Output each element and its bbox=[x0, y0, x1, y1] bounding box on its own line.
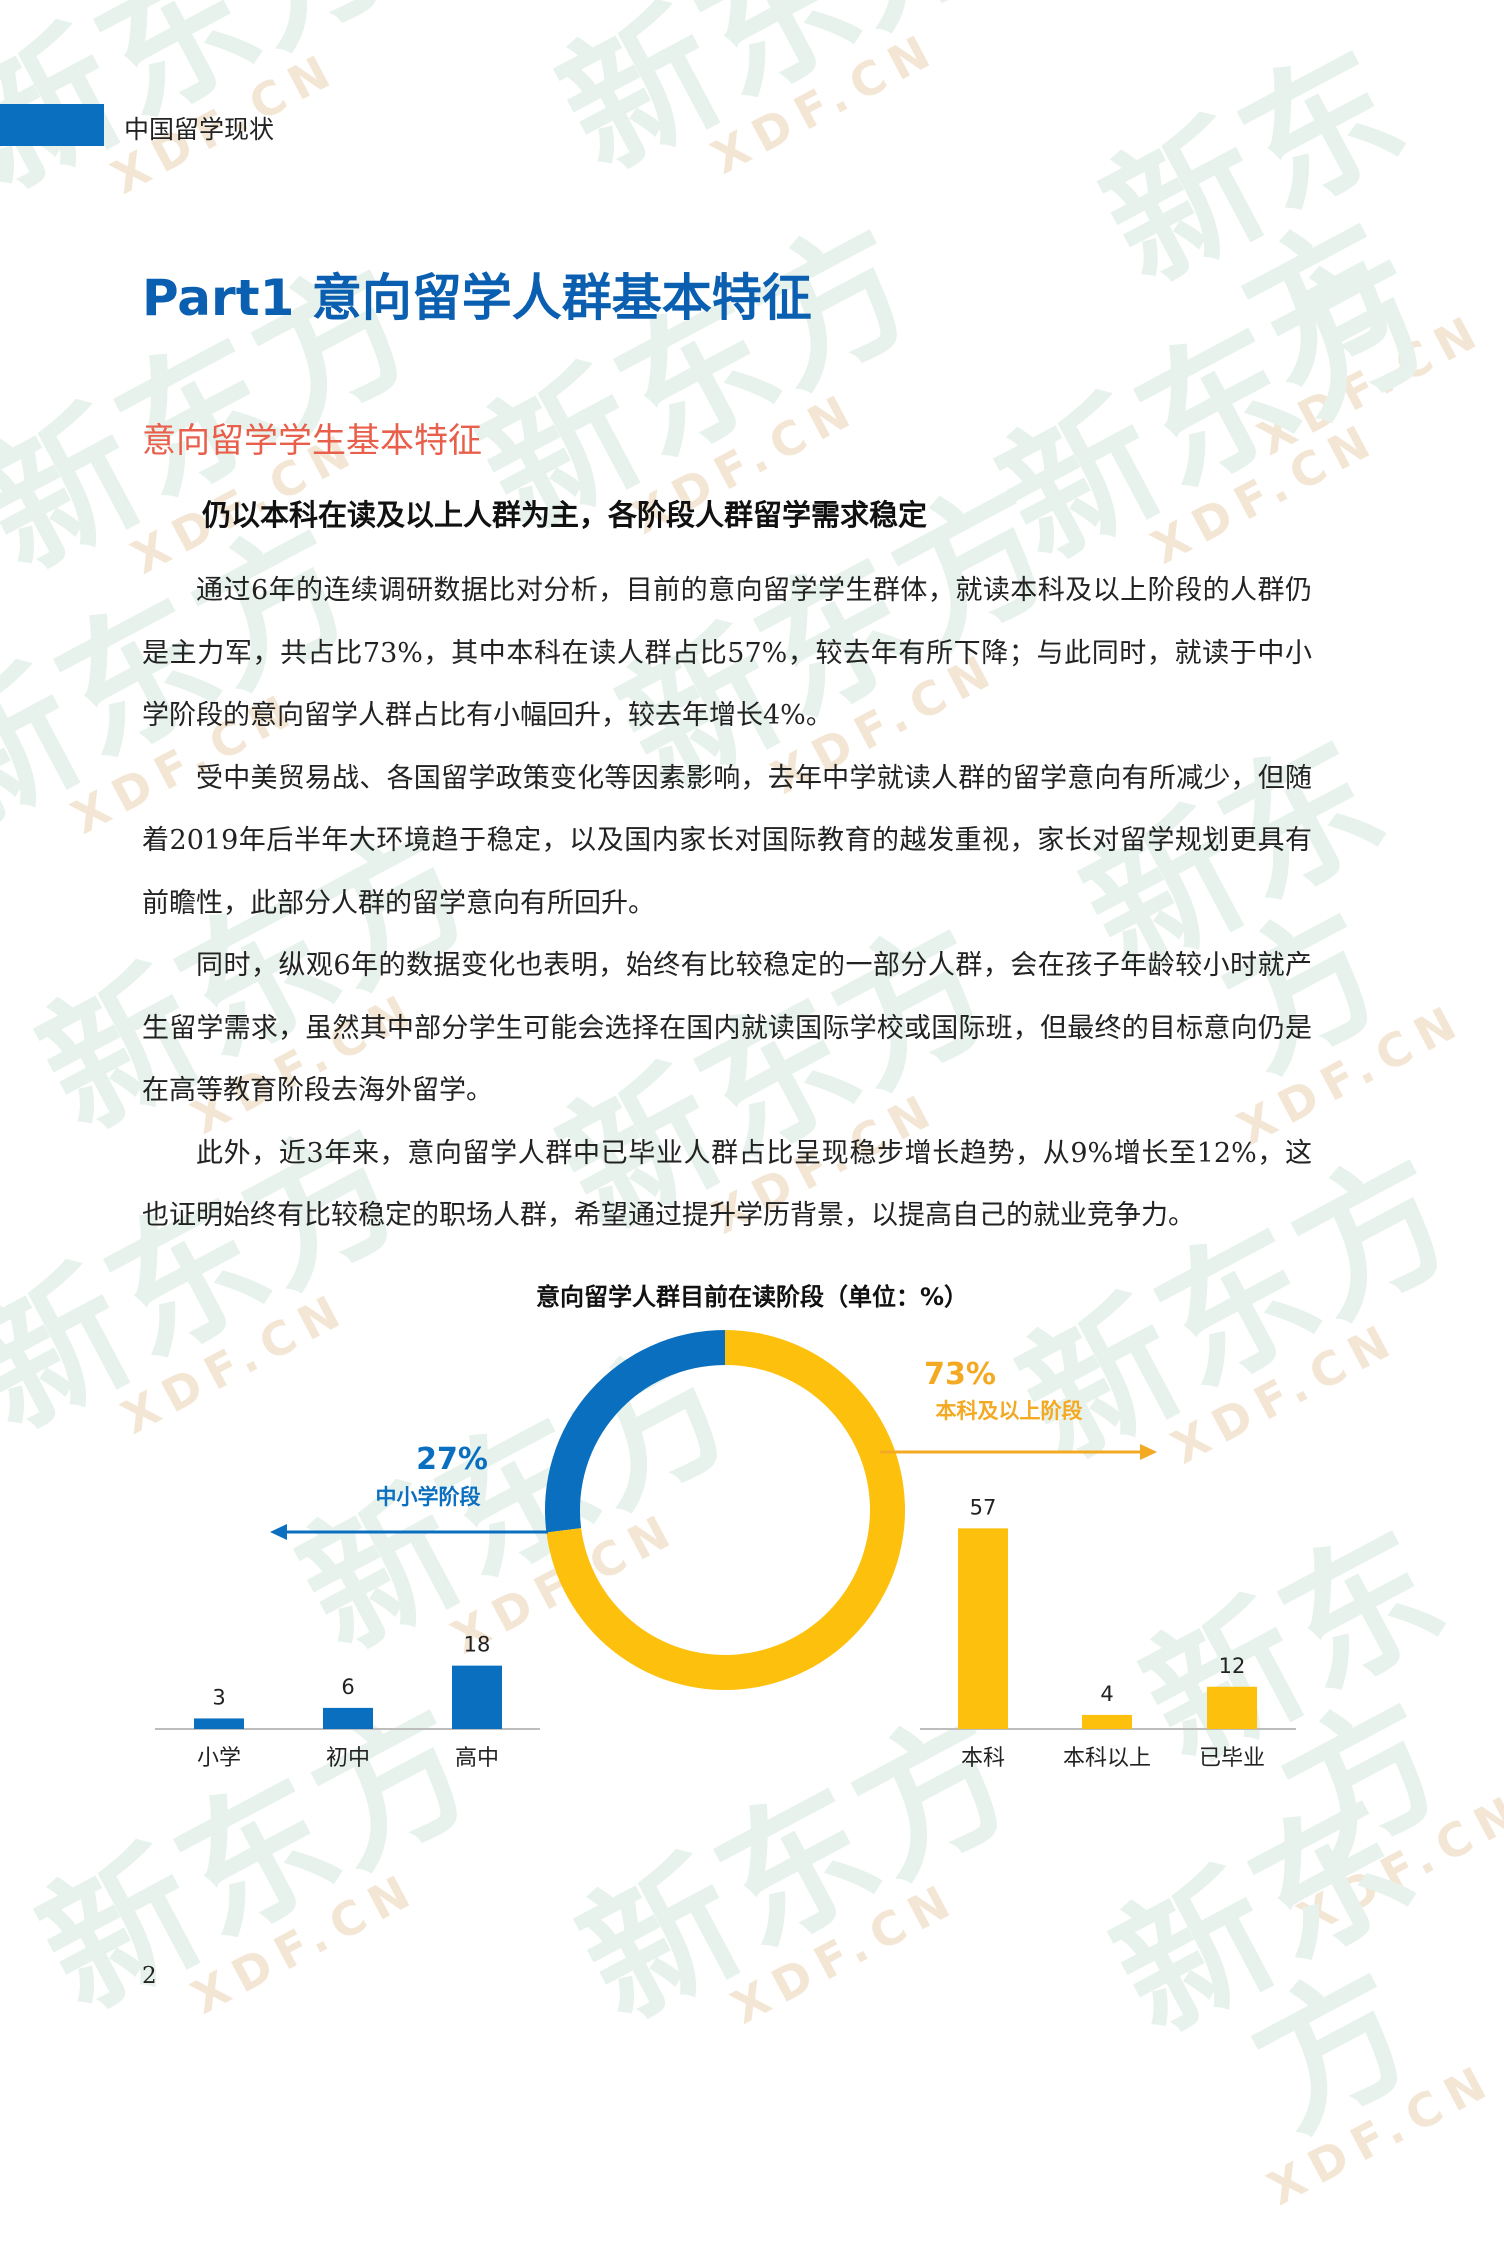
bar-value-label: 6 bbox=[341, 1675, 354, 1699]
bar bbox=[323, 1707, 373, 1729]
bar bbox=[452, 1665, 502, 1729]
bar-category-label: 本科 bbox=[961, 1746, 1005, 1771]
bar-value-label: 3 bbox=[212, 1685, 225, 1709]
bar bbox=[958, 1528, 1008, 1729]
section-title: 意向留学学生基本特征 bbox=[142, 421, 482, 461]
donut-percent-label: 27% bbox=[416, 1442, 488, 1477]
paragraph: 受中美贸易战、各国留学政策变化等因素影响，去年中学就读人群的留学意向有所减少，但… bbox=[142, 762, 1312, 919]
body-text: 通过6年的连续调研数据比对分析，目前的意向留学学生群体，就读本科及以上阶段的人群… bbox=[142, 560, 1312, 1248]
callout-arrowhead bbox=[1140, 1444, 1157, 1460]
bar-category-label: 小学 bbox=[197, 1746, 241, 1771]
paragraph: 此外，近3年来，意向留学人群中已毕业人群占比呈现稳步增长趋势，从9%增长至12%… bbox=[142, 1137, 1312, 1232]
callout-arrowhead bbox=[270, 1524, 287, 1540]
paragraph: 同时，纵观6年的数据变化也表明，始终有比较稳定的一部分人群，会在孩子年龄较小时就… bbox=[142, 950, 1312, 1106]
paragraph: 通过6年的连续调研数据比对分析，目前的意向留学学生群体，就读本科及以上阶段的人群… bbox=[142, 575, 1312, 731]
header-section-label: 中国留学现状 bbox=[124, 115, 275, 144]
bar bbox=[1082, 1714, 1132, 1729]
bar-value-label: 18 bbox=[464, 1633, 491, 1657]
sub-title: 仍以本科在读及以上人群为主，各阶段人群留学需求稳定 bbox=[202, 498, 928, 532]
bar-value-label: 57 bbox=[970, 1495, 997, 1519]
part-title: Part1 意向留学人群基本特征 bbox=[142, 269, 812, 327]
bar-value-label: 12 bbox=[1219, 1654, 1246, 1678]
header-accent-bar bbox=[0, 104, 104, 146]
donut-group-label: 本科及以上阶段 bbox=[936, 1399, 1083, 1423]
bar bbox=[194, 1718, 244, 1729]
chart: 27% 中小学阶段 73% 本科及以上阶段 3 小学 6 初中 18 高中 57 本科 4 本科以上 12 已… bbox=[155, 1330, 1296, 1771]
page-number: 2 bbox=[142, 1963, 157, 1989]
donut-slice bbox=[545, 1330, 725, 1533]
donut-percent-label: 73% bbox=[924, 1357, 996, 1392]
page-content: 中国留学现状 Part1 意向留学人群基本特征 意向留学学生基本特征 仍以本科在… bbox=[0, 104, 1312, 1989]
bar-category-label: 初中 bbox=[326, 1746, 370, 1771]
bar-category-label: 已毕业 bbox=[1199, 1746, 1265, 1771]
bar-category-label: 高中 bbox=[455, 1746, 499, 1771]
bar bbox=[1207, 1686, 1257, 1729]
chart-title: 意向留学人群目前在读阶段（单位：%） bbox=[535, 1283, 969, 1311]
bar-value-label: 4 bbox=[1100, 1682, 1113, 1706]
donut-group-label: 中小学阶段 bbox=[376, 1485, 481, 1509]
bar-category-label: 本科以上 bbox=[1063, 1746, 1151, 1771]
